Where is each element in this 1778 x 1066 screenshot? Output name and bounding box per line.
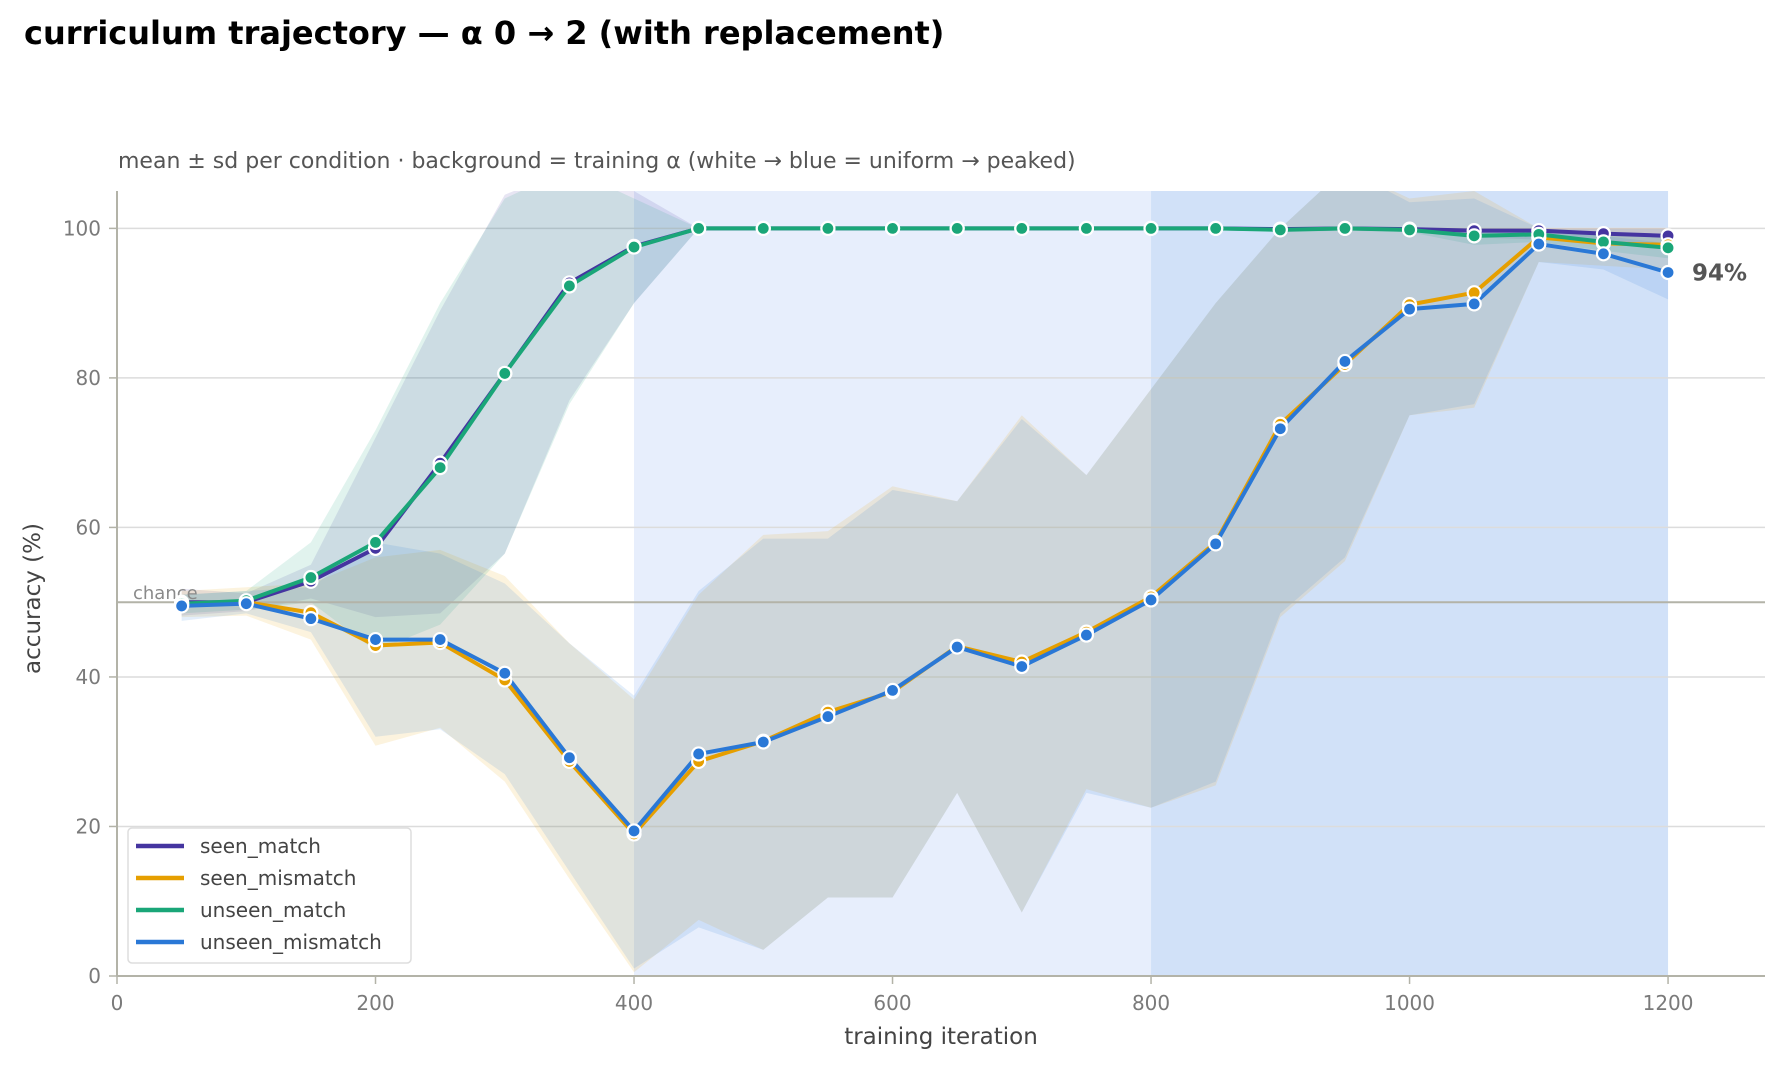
unseen_mismatch-point <box>626 823 642 839</box>
unseen_mismatch-point <box>1208 536 1224 552</box>
unseen_mismatch-point <box>1143 592 1159 608</box>
unseen_mismatch-point <box>432 631 448 648</box>
unseen_match-point <box>303 569 319 586</box>
y-tick-label: 60 <box>76 515 101 539</box>
unseen_mismatch-point <box>1272 421 1288 437</box>
x-tick-label: 1000 <box>1384 991 1435 1015</box>
unseen_match-point <box>367 534 384 550</box>
background-band-2 <box>1151 191 1669 976</box>
x-tick-label: 800 <box>1132 991 1170 1015</box>
x-axis-label: training iteration <box>844 1024 1038 1050</box>
unseen_mismatch-point <box>1595 246 1612 262</box>
unseen_mismatch-point <box>691 746 707 762</box>
legend-box <box>127 827 412 964</box>
legend-label-seen_mismatch: seen_mismatch <box>200 866 356 890</box>
y-tick-label: 40 <box>76 665 101 689</box>
unseen_mismatch-point <box>1014 658 1030 675</box>
unseen_match-point <box>1337 220 1353 236</box>
unseen_match-point <box>755 220 771 236</box>
unseen_mismatch-point <box>884 682 901 699</box>
x-tick-label: 600 <box>873 991 911 1015</box>
unseen_match-point <box>561 278 577 294</box>
x-tick-label: 1200 <box>1643 991 1694 1015</box>
unseen_match-point <box>1208 220 1224 236</box>
legend-label-unseen_mismatch: unseen_mismatch <box>200 930 382 954</box>
chart-title: curriculum trajectory — α 0 → 2 (with re… <box>24 14 945 52</box>
unseen_mismatch-point <box>1466 296 1482 312</box>
unseen_mismatch-point <box>174 598 190 614</box>
unseen_mismatch-point <box>1660 264 1676 281</box>
unseen_match-point <box>432 460 448 476</box>
x-tick-label: 400 <box>615 991 653 1015</box>
unseen_mismatch-line <box>179 242 1671 833</box>
y-tick-label: 20 <box>76 814 101 838</box>
unseen_mismatch-point <box>820 708 836 725</box>
x-tick-label: 200 <box>356 991 394 1015</box>
unseen_match-point <box>884 220 901 236</box>
unseen_match-point <box>1014 220 1030 236</box>
chart-subtitle: mean ± sd per condition · background = t… <box>118 149 1076 174</box>
unseen_match-point <box>820 220 836 236</box>
legend-label-unseen_match: unseen_match <box>200 898 346 922</box>
unseen_mismatch-point <box>1401 301 1418 317</box>
unseen_match-point <box>1143 220 1159 236</box>
unseen_mismatch-point <box>1078 627 1095 643</box>
unseen_match-point <box>1272 222 1288 238</box>
y-tick-label: 100 <box>63 216 101 240</box>
unseen_mismatch-point <box>949 639 965 655</box>
end-value-annotation: 94% <box>1692 260 1747 286</box>
unseen_mismatch-point <box>1337 353 1353 370</box>
y-axis-label: accuracy (%) <box>20 523 46 674</box>
unseen_mismatch-sd-band <box>181 191 1669 969</box>
unseen_mismatch-point <box>367 631 384 648</box>
unseen_match-point <box>691 220 707 236</box>
unseen_match-point <box>1401 222 1418 238</box>
seen_mismatch-sd-band <box>181 191 1669 973</box>
unseen_match-point <box>497 365 513 382</box>
unseen_mismatch-point <box>238 596 254 612</box>
unseen_match-point <box>1660 240 1676 256</box>
unseen_mismatch-point <box>1531 236 1547 252</box>
unseen_match-line <box>179 226 1671 606</box>
unseen_match-point <box>1078 220 1095 236</box>
unseen_match-point <box>1466 228 1482 244</box>
y-tick-label: 80 <box>76 366 101 390</box>
unseen_match-point <box>626 239 642 255</box>
unseen_mismatch-point <box>561 750 577 766</box>
unseen_mismatch-point <box>497 665 513 681</box>
unseen_mismatch-point <box>303 611 319 627</box>
unseen_mismatch-point <box>755 734 771 750</box>
y-tick-label: 0 <box>88 964 101 988</box>
background-band-1 <box>634 191 1152 976</box>
unseen_match-point <box>949 220 965 236</box>
seen_match-sd-band <box>181 191 1669 618</box>
x-tick-label: 0 <box>111 991 124 1015</box>
legend-label-seen_match: seen_match <box>200 834 321 858</box>
